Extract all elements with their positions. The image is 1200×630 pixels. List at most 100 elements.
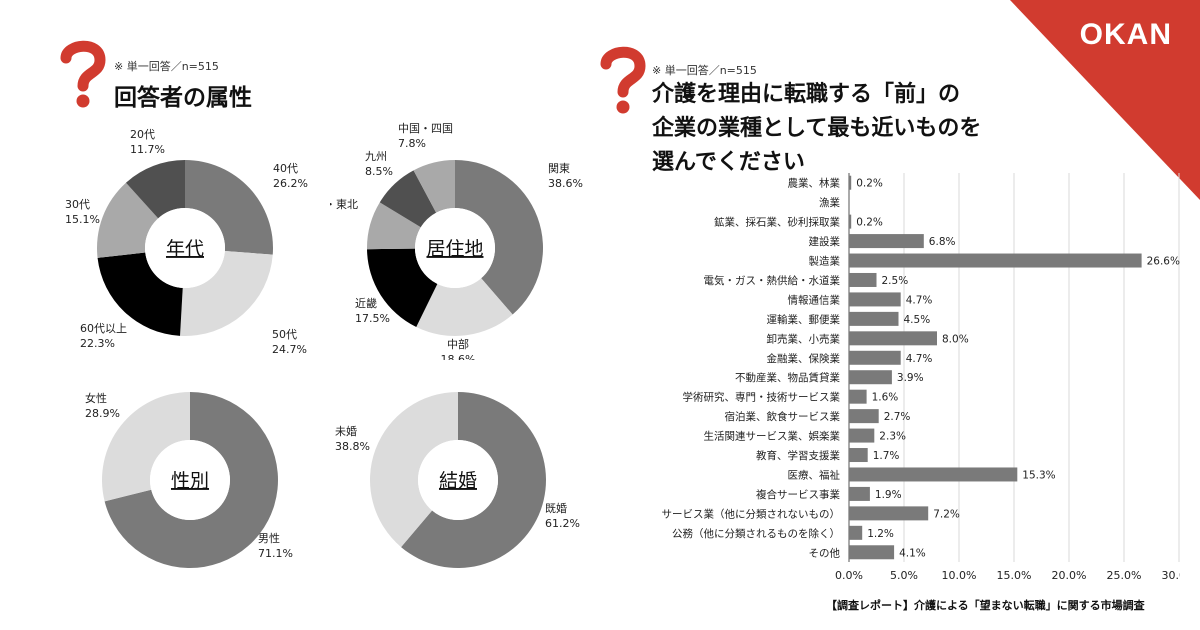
slice-value-label: 8.5% [365,165,393,178]
slice-label: 中部 [447,337,469,351]
bar [849,389,867,404]
bar [849,292,901,307]
gender-donut-chart: 男性 71.1% 女性 28.9% 性別 [85,391,293,568]
slice-label: 男性 [258,531,280,545]
donut-slice [97,182,159,258]
question-mark-icon [600,46,646,114]
slice-value-label: 71.1% [258,547,293,560]
slice-label: 中国・四国 [398,122,453,135]
category-label: 建設業 [809,235,841,248]
slice-value-label: 15.1% [65,213,100,226]
slice-label: 北海道・東北 [330,197,358,211]
donut-center-label: 結婚 [439,470,477,492]
bar-value-label: 4.5% [904,314,931,326]
category-label: 教育、学習支援業 [756,449,840,462]
category-label: 複合サービス事業 [756,488,840,501]
slice-label: 既婚 [545,501,567,515]
donut-hole [145,208,225,288]
bar-value-label: 4.1% [899,547,926,559]
donut-slice [102,392,190,502]
donut-hole [418,440,498,520]
category-label: 学術研究、専門・技術サービス業 [683,391,841,404]
x-tick-label: 30.0% [1162,569,1180,582]
donut-slice [370,392,458,548]
bar-value-label: 4.7% [906,294,933,306]
marriage-donut-chart: 既婚 61.2% 未婚 38.8% 結婚 [335,392,580,568]
slice-label: 女性 [85,391,107,405]
slice-label: 関東 [548,162,570,175]
region-donut-chart: 関東38.6%中部18.6%近畿17.5%北海道・東北8.9%九州8.5%中国・… [330,122,583,360]
bar [849,525,863,540]
bar [849,175,852,190]
slice-value-label: 18.6% [441,353,476,360]
slice-value-label: 61.2% [545,517,580,530]
donut-hole [415,208,495,288]
category-label: サービス業（他に分類されないもの） [662,507,841,520]
bar-value-label: 7.2% [933,508,960,520]
donut-slice [413,160,455,213]
slice-label: 50代 [272,328,297,341]
category-label: 生活関連サービス業、娯楽業 [704,430,841,443]
slice-label: 九州 [365,150,387,163]
bar-value-label: 1.7% [873,450,900,462]
brand-ribbon-shape [1010,0,1200,200]
brand-ribbon [1010,0,1200,200]
donut-slice [379,170,437,228]
bar [849,331,937,346]
section-title: 回答者の属性 [114,85,252,111]
slice-value-label: 26.2% [273,177,308,190]
donut-slice [180,251,273,336]
industry-bar-chart: 0.0% 5.0% 10.0% 15.0% 20.0% 25.0% 30.0% 農業、林業 0.… [662,173,1180,582]
bar [849,214,852,229]
bar-value-label: 2.5% [882,275,909,287]
slice-label: 近畿 [355,296,377,310]
donut-slice [125,160,185,219]
donut-slice [185,160,273,255]
bar [849,350,901,365]
survey-note: ※ 単一回答／n=515 [652,64,757,77]
category-label: 製造業 [809,255,841,268]
question-mark-icon [60,40,106,108]
slice-value-label: 28.9% [85,407,120,420]
report-footer: 【調査レポート】介護による「望まない転職」に関する市場調査 [826,599,1145,612]
category-label: その他 [809,546,841,559]
bar-value-label: 0.2% [856,178,883,190]
bar [849,486,870,501]
bar-value-label: 6.8% [929,236,956,248]
question-title-line-3: 選んでください [652,150,805,175]
slice-value-label: 24.7% [272,343,307,356]
bar-value-label: 1.9% [875,489,902,501]
slice-label: 40代 [273,162,298,175]
bar-value-label: 3.9% [897,372,924,384]
slice-label: 未婚 [335,424,357,438]
donut-center-label: 年代 [166,238,204,260]
bar [849,370,892,385]
bar-value-label: 1.2% [867,528,894,540]
slice-value-label: 38.6% [548,177,583,190]
slice-label: 60代以上 [80,322,127,335]
slice-value-label: 11.7% [130,143,165,156]
bar [849,448,868,463]
bar [849,467,1018,482]
donut-slice [401,392,546,568]
bar [849,272,877,287]
bar [849,234,924,249]
slice-value-label: 38.8% [335,440,370,453]
bar [849,428,875,443]
donut-slice [104,392,278,568]
donut-slice [455,160,543,315]
category-label: 卸売業、小売業 [767,332,841,345]
age-donut-chart: 40代 26.2% 50代 24.7% 60代以上 22.3% 30代 15.1% 20代 11.… [65,128,308,356]
x-tick-label: 10.0% [942,569,977,582]
slice-label: 20代 [130,128,155,141]
bar-value-label: 26.6% [1147,256,1180,268]
donut-slice [97,252,183,336]
bar [849,311,899,326]
slice-value-label: 22.3% [80,337,115,350]
x-tick-label: 25.0% [1107,569,1142,582]
bar-value-label: 15.3% [1022,469,1055,481]
bar-value-label: 4.7% [906,353,933,365]
category-label: 情報通信業 [788,293,841,306]
donut-hole [150,440,230,520]
question-title-line-2: 企業の業種として最も近いものを [652,116,982,141]
